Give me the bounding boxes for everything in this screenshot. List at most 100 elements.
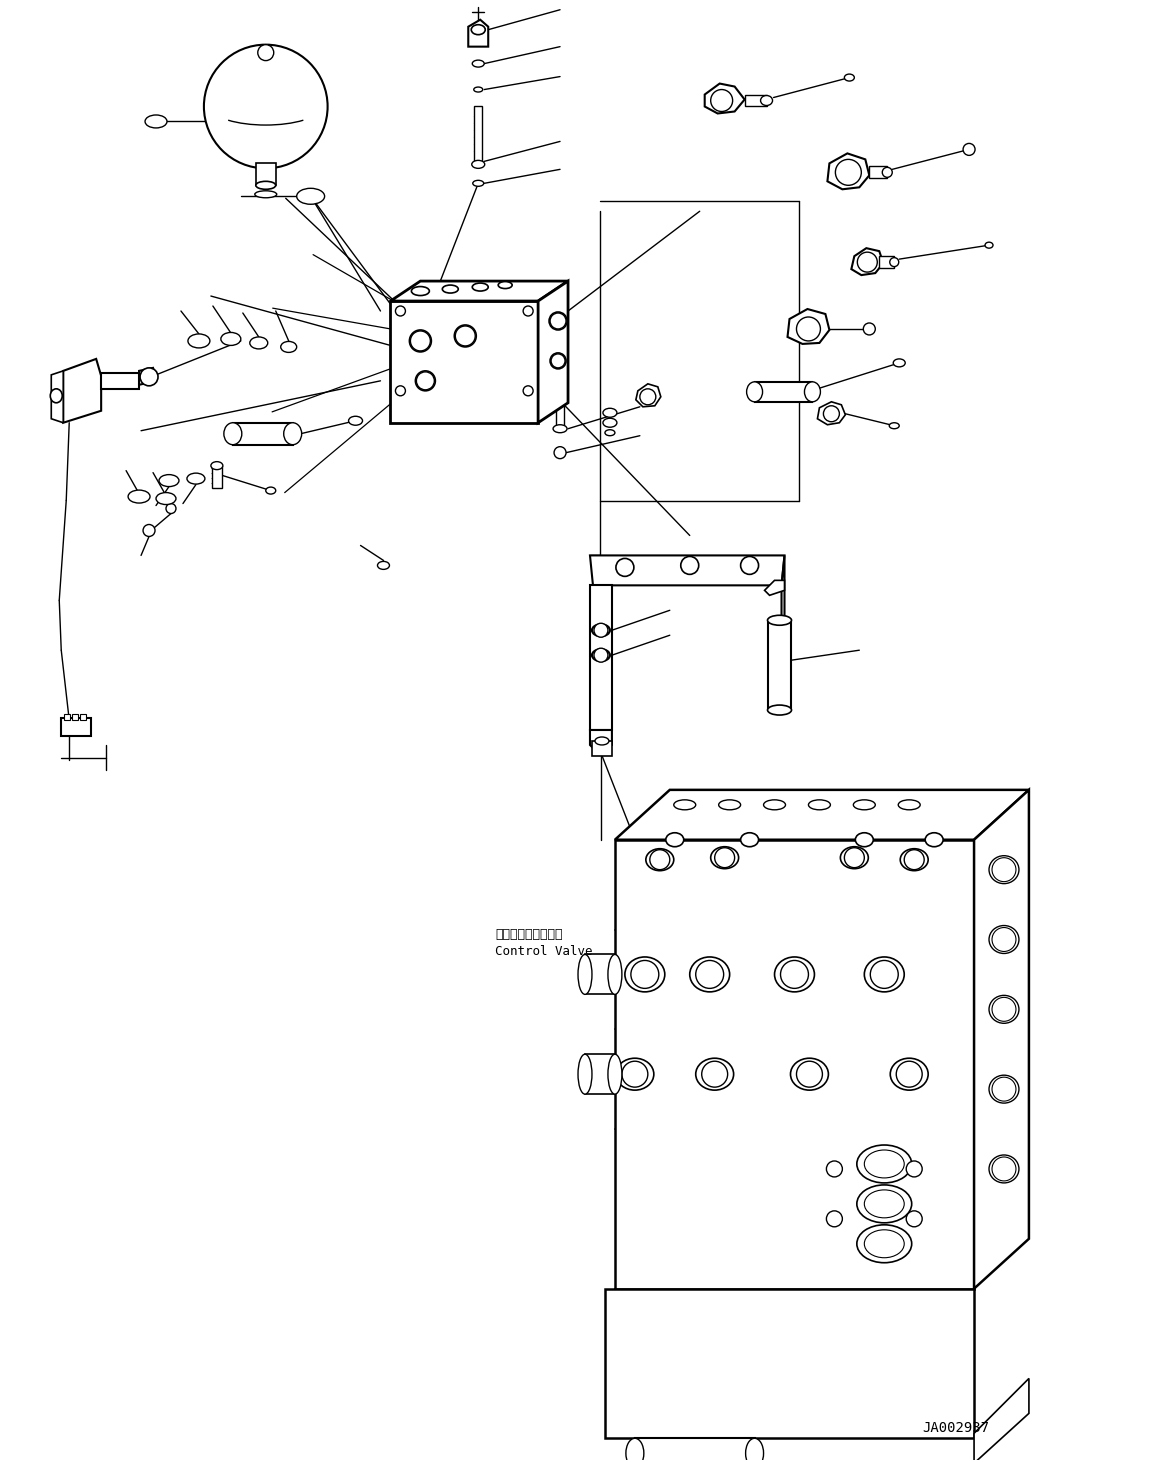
- Ellipse shape: [266, 487, 275, 494]
- Bar: [755, 382, 813, 402]
- Circle shape: [711, 89, 733, 111]
- Polygon shape: [765, 580, 785, 595]
- Bar: [390, 301, 538, 423]
- Polygon shape: [828, 154, 870, 189]
- Ellipse shape: [882, 167, 893, 177]
- Ellipse shape: [989, 855, 1019, 883]
- Circle shape: [991, 858, 1016, 882]
- Ellipse shape: [128, 490, 150, 503]
- Ellipse shape: [187, 474, 204, 484]
- Polygon shape: [817, 402, 845, 425]
- Circle shape: [904, 849, 924, 870]
- Bar: [101, 373, 139, 389]
- Circle shape: [823, 406, 839, 421]
- Bar: [62, 718, 92, 735]
- Ellipse shape: [549, 311, 567, 330]
- Ellipse shape: [989, 1155, 1019, 1183]
- Bar: [80, 713, 86, 719]
- Polygon shape: [390, 281, 568, 301]
- Circle shape: [396, 306, 405, 316]
- Circle shape: [701, 1061, 728, 1088]
- Bar: [233, 423, 293, 444]
- Circle shape: [551, 354, 565, 368]
- Ellipse shape: [719, 800, 741, 810]
- Ellipse shape: [925, 833, 943, 846]
- Circle shape: [844, 848, 864, 867]
- Text: Control Valve: Control Valve: [496, 944, 593, 958]
- Ellipse shape: [767, 616, 792, 626]
- Text: JA002937: JA002937: [922, 1421, 989, 1436]
- Polygon shape: [605, 1288, 974, 1439]
- Circle shape: [417, 371, 434, 390]
- Ellipse shape: [626, 1439, 644, 1462]
- Circle shape: [594, 648, 608, 662]
- Ellipse shape: [857, 1184, 911, 1222]
- Circle shape: [616, 558, 634, 576]
- Ellipse shape: [989, 925, 1019, 953]
- Polygon shape: [63, 358, 101, 423]
- Ellipse shape: [853, 800, 875, 810]
- Ellipse shape: [760, 95, 772, 105]
- Circle shape: [864, 323, 875, 335]
- Ellipse shape: [625, 958, 665, 991]
- Ellipse shape: [616, 1058, 654, 1091]
- Ellipse shape: [857, 1145, 911, 1183]
- Ellipse shape: [774, 958, 814, 991]
- Ellipse shape: [608, 1054, 622, 1094]
- Ellipse shape: [578, 1054, 592, 1094]
- Ellipse shape: [550, 352, 567, 368]
- Bar: [585, 1054, 615, 1094]
- Ellipse shape: [297, 189, 325, 205]
- Circle shape: [140, 368, 158, 386]
- Ellipse shape: [592, 624, 610, 636]
- Polygon shape: [468, 19, 489, 47]
- Polygon shape: [705, 83, 744, 114]
- Bar: [592, 741, 612, 756]
- Circle shape: [857, 251, 878, 272]
- Polygon shape: [974, 1379, 1029, 1462]
- Ellipse shape: [864, 958, 904, 991]
- Ellipse shape: [856, 833, 873, 846]
- Bar: [767, 620, 792, 711]
- Circle shape: [715, 848, 735, 867]
- Circle shape: [640, 389, 656, 405]
- Ellipse shape: [985, 243, 993, 249]
- Circle shape: [622, 1061, 648, 1088]
- Ellipse shape: [442, 285, 459, 292]
- Ellipse shape: [890, 1058, 928, 1091]
- Circle shape: [991, 1156, 1016, 1181]
- Circle shape: [143, 525, 156, 537]
- Circle shape: [907, 1211, 922, 1227]
- Circle shape: [258, 45, 274, 60]
- Circle shape: [907, 1161, 922, 1177]
- Ellipse shape: [592, 649, 610, 661]
- Bar: [64, 713, 70, 719]
- Ellipse shape: [553, 425, 567, 433]
- Ellipse shape: [841, 846, 868, 868]
- Circle shape: [991, 927, 1016, 952]
- Bar: [72, 713, 78, 719]
- Ellipse shape: [889, 257, 899, 266]
- Ellipse shape: [747, 382, 763, 402]
- Polygon shape: [636, 385, 661, 406]
- Polygon shape: [615, 839, 974, 1288]
- Ellipse shape: [145, 115, 167, 129]
- Polygon shape: [538, 281, 568, 423]
- Ellipse shape: [603, 418, 616, 427]
- Ellipse shape: [603, 408, 616, 417]
- Ellipse shape: [893, 358, 906, 367]
- Circle shape: [524, 306, 533, 316]
- Ellipse shape: [473, 180, 484, 186]
- Ellipse shape: [250, 336, 268, 349]
- Ellipse shape: [377, 561, 389, 569]
- Circle shape: [991, 1077, 1016, 1101]
- Ellipse shape: [690, 958, 729, 991]
- Ellipse shape: [554, 447, 567, 459]
- Ellipse shape: [608, 955, 622, 994]
- Bar: [879, 256, 894, 268]
- Bar: [635, 1439, 755, 1462]
- Bar: [556, 319, 564, 428]
- Ellipse shape: [224, 423, 241, 444]
- Bar: [474, 107, 482, 161]
- Ellipse shape: [605, 430, 615, 436]
